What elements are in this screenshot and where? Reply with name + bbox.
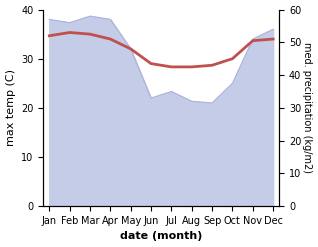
X-axis label: date (month): date (month) [120, 231, 203, 242]
Y-axis label: med. precipitation (kg/m2): med. precipitation (kg/m2) [302, 42, 313, 173]
Y-axis label: max temp (C): max temp (C) [5, 69, 16, 146]
